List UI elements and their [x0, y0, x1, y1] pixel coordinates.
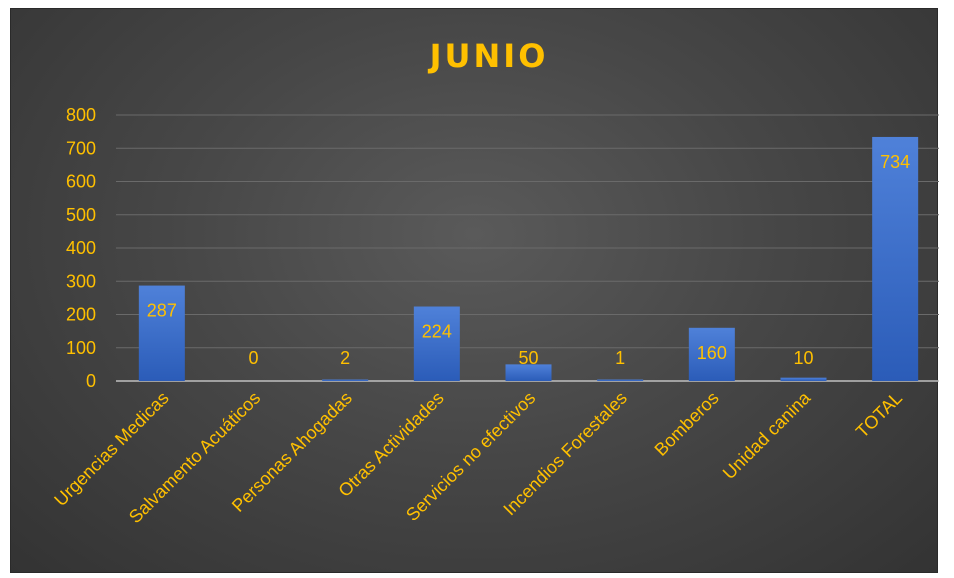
bar: [872, 136, 919, 381]
y-tick-label: 0: [86, 371, 96, 391]
y-tick-label: 100: [66, 338, 96, 358]
gridlines: [116, 114, 939, 382]
y-tick-label: 800: [66, 105, 96, 125]
y-tick-label: 600: [66, 172, 96, 192]
y-tick-label: 400: [66, 238, 96, 258]
data-label: 1: [615, 348, 625, 368]
y-tick-label: 500: [66, 205, 96, 225]
data-label: 50: [518, 348, 538, 368]
y-tick-label: 300: [66, 271, 96, 291]
data-label: 0: [248, 348, 258, 368]
y-tick-label: 700: [66, 138, 96, 158]
x-tick-label: TOTAL: [852, 388, 906, 442]
data-label: 224: [422, 322, 452, 342]
y-tick-label: 200: [66, 305, 96, 325]
data-label: 160: [697, 343, 727, 363]
bar: [780, 377, 827, 381]
data-label: 10: [793, 348, 813, 368]
x-tick-label: Bomberos: [651, 388, 723, 460]
x-tick-label: Unidad canina: [719, 387, 815, 483]
data-labels: 287 0 2 224 50 1 160 10 734: [147, 152, 910, 368]
bar: [413, 306, 460, 381]
data-label: 287: [147, 301, 177, 321]
chart-title: JUNIO: [428, 37, 549, 75]
bars: [138, 136, 919, 381]
y-axis-ticks: 0 100 200 300 400 500 600 700 800: [66, 105, 96, 391]
data-label: 734: [880, 152, 910, 172]
bar: [597, 379, 644, 381]
bar: [505, 364, 552, 381]
bar: [322, 379, 369, 381]
bar: [138, 285, 185, 381]
bar: [688, 327, 735, 381]
data-label: 2: [340, 348, 350, 368]
chart-area: JUNIO 0 100 200 300 400 500 600 700 800 Urgencia…: [10, 8, 939, 573]
